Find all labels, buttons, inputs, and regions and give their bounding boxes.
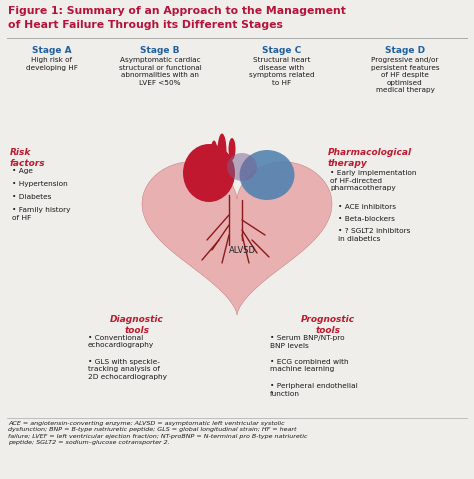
Text: ACE = angiotensin-converting enzyme; ALVSD = asymptomatic left ventricular systo: ACE = angiotensin-converting enzyme; ALV… bbox=[8, 421, 308, 445]
Ellipse shape bbox=[210, 140, 218, 166]
Text: Diagnostic
tools: Diagnostic tools bbox=[110, 315, 164, 335]
Text: • Hypertension: • Hypertension bbox=[12, 181, 68, 187]
Ellipse shape bbox=[183, 144, 235, 202]
Text: • Serum BNP/NT-pro
BNP levels: • Serum BNP/NT-pro BNP levels bbox=[270, 335, 345, 349]
Ellipse shape bbox=[239, 150, 294, 200]
Ellipse shape bbox=[218, 134, 227, 169]
Text: Figure 1: Summary of an Approach to the Management
of Heart Failure Through its : Figure 1: Summary of an Approach to the … bbox=[8, 6, 346, 30]
Text: • Conventional
echocardiography: • Conventional echocardiography bbox=[88, 335, 154, 349]
Polygon shape bbox=[142, 162, 332, 315]
Text: Stage B: Stage B bbox=[140, 46, 180, 55]
Text: Risk
factors: Risk factors bbox=[10, 148, 46, 168]
Text: • Diabetes: • Diabetes bbox=[12, 194, 51, 200]
Text: High risk of
developing HF: High risk of developing HF bbox=[26, 57, 78, 70]
Text: Pharmacological
therapy: Pharmacological therapy bbox=[328, 148, 412, 168]
Text: Asymptomatic cardiac
structural or functional
abnormalities with an
LVEF <50%: Asymptomatic cardiac structural or funct… bbox=[118, 57, 201, 85]
Text: Structural heart
disease with
symptoms related
to HF: Structural heart disease with symptoms r… bbox=[249, 57, 315, 85]
Text: • Age: • Age bbox=[12, 168, 33, 174]
Text: • ECG combined with
machine learning: • ECG combined with machine learning bbox=[270, 359, 348, 373]
Text: ALVSD: ALVSD bbox=[228, 246, 255, 254]
Text: • GLS with speckle-
tracking analysis of
2D echocardiography: • GLS with speckle- tracking analysis of… bbox=[88, 359, 167, 380]
Text: • Early implementation
of HF-directed
pharmacotherapy: • Early implementation of HF-directed ph… bbox=[330, 170, 417, 191]
Text: Stage C: Stage C bbox=[263, 46, 301, 55]
Ellipse shape bbox=[228, 138, 236, 160]
Text: Stage A: Stage A bbox=[32, 46, 72, 55]
Text: • Family history
of HF: • Family history of HF bbox=[12, 207, 71, 220]
Text: Progressive and/or
persistent features
of HF despite
optimised
medical therapy: Progressive and/or persistent features o… bbox=[371, 57, 439, 93]
Ellipse shape bbox=[227, 153, 257, 181]
Text: • Peripheral endothelial
function: • Peripheral endothelial function bbox=[270, 383, 358, 397]
Text: Prognostic
tools: Prognostic tools bbox=[301, 315, 355, 335]
Text: • ACE inhibitors: • ACE inhibitors bbox=[338, 204, 396, 210]
Text: • ? SGLT2 inhibitors
in diabetics: • ? SGLT2 inhibitors in diabetics bbox=[338, 228, 410, 241]
Text: Stage D: Stage D bbox=[385, 46, 425, 55]
Text: • Beta-blockers: • Beta-blockers bbox=[338, 216, 395, 222]
